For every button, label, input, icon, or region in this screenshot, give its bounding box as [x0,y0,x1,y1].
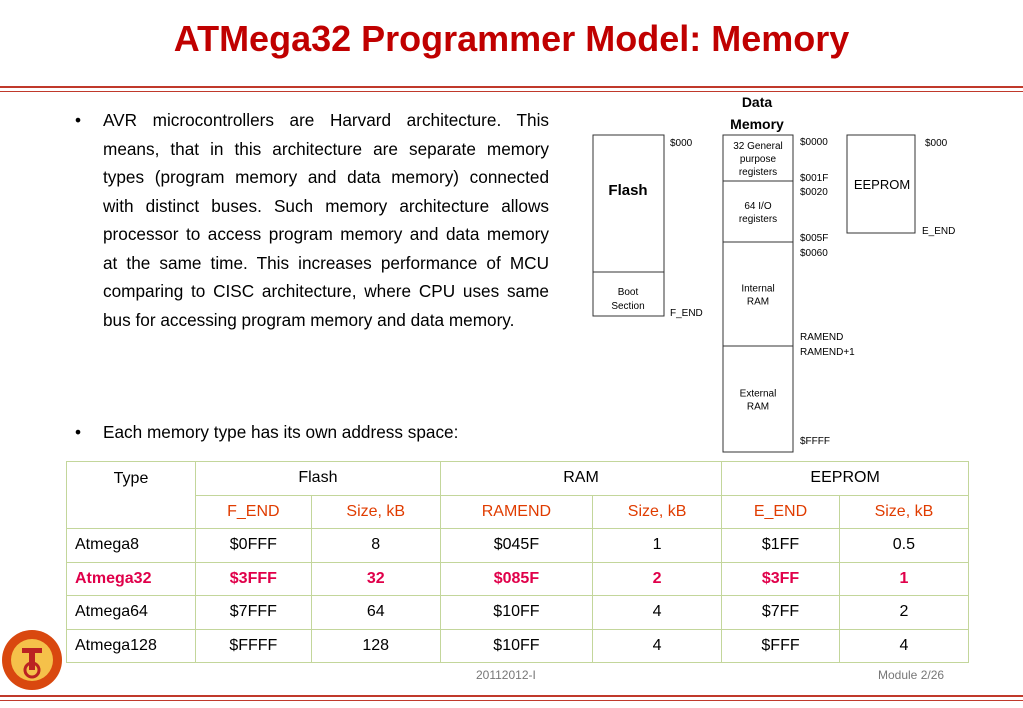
table-cell: F_END [195,494,312,529]
table-cell: EEPROM [721,461,969,496]
table-cell: 4 [592,595,723,630]
diagram-label: Memory [730,116,784,132]
rule [0,91,1023,92]
table-cell: 4 [838,628,970,663]
table-row: F_END Size, kB RAMEND Size, kB E_END Size, kB [67,494,970,529]
table-cell: Flash [195,461,441,496]
diagram-label: $001F [800,173,828,184]
table-cell: RAMEND [439,494,594,529]
table-cell: RAM [439,461,723,496]
footer-right: Module 2/26 [878,668,945,682]
table-cell: Type [66,461,196,529]
table-cell: 128 [310,628,441,663]
diagram-label: registers [739,167,777,178]
table-cell: Size, kB [310,494,441,529]
table-cell: 2 [838,595,970,630]
table-cell: $7FFF [195,595,312,630]
table-row: Atmega32 $3FFF 32 $085F 2 $3FF 1 [66,561,970,596]
title: ATMega32 Programmer Model: Memory [173,18,850,59]
bullet-text: AVR microcontrollers are Harvard archite… [103,110,549,330]
footer-center: 20112012-I [476,668,536,682]
table-cell: 0.5 [838,528,970,563]
diagram-label: External [740,389,777,400]
diagram-label: $000 [670,138,693,149]
table-cell: 32 [310,561,441,596]
diagram-label: Section [611,301,644,312]
table-cell: 1 [592,528,723,563]
rule [0,700,1023,701]
diagram-label: purpose [740,154,777,165]
table-cell: 1 [838,561,970,596]
diagram-label: $0020 [800,187,828,198]
diagram-label: Data [742,94,773,110]
diagram-label: RAMEND [800,332,843,343]
table-cell: Atmega8 [66,528,196,563]
table-cell: 64 [310,595,441,630]
table-row: Atmega128 $FFFF 128 $10FF 4 $FFF 4 [66,628,970,663]
diagram-label: Boot [618,287,639,298]
table-cell: $045F [439,528,594,563]
diagram-label: $000 [925,138,948,149]
diagram-label: registers [739,214,777,225]
table-cell: $3FF [721,561,840,596]
diagram-label: $0060 [800,248,828,259]
table-cell: E_END [721,494,840,529]
table-cell: Atmega32 [66,561,196,596]
memory-table: Type Flash RAM EEPROM F_END Size, kB RAMEND Siz… [66,461,970,663]
table-cell: 8 [310,528,441,563]
diagram-label: $005F [800,233,828,244]
table-cell: $FFFF [195,628,312,663]
table-cell: $10FF [439,595,594,630]
table-row: Atmega8 $0FFF 8 $045F 1 $1FF 0.5 [66,528,970,563]
diagram-label: 32 General [733,141,782,152]
table-cell: Atmega128 [66,628,196,663]
bullet-text: Each memory type has its own address spa… [103,422,459,442]
diagram-label: $FFFF [800,436,830,447]
table-cell: $10FF [439,628,594,663]
table-cell: Size, kB [592,494,723,529]
table-cell: 2 [592,561,723,596]
table-cell: Size, kB [838,494,970,529]
diagram-label: Flash [608,182,647,199]
rule [0,695,1023,697]
table-cell: $FFF [721,628,840,663]
table-cell: $085F [439,561,594,596]
diagram-label: $0000 [800,137,828,148]
table-cell: Atmega64 [66,595,196,630]
bullet: • AVR microcontrollers are Harvard archit… [75,106,549,334]
diagram-label: Internal [741,284,774,295]
diagram-label: RAM [747,297,769,308]
logo [2,630,62,690]
diagram-label: RAMEND+1 [800,347,855,358]
table-row: Atmega64 $7FFF 64 $10FF 4 $7FF 2 [66,595,970,630]
diagram-label: 64 I/O [744,201,771,212]
table-cell: $1FF [721,528,840,563]
diagram-label: E_END [922,226,955,237]
table-cell: 4 [592,628,723,663]
table-row: Type Flash RAM EEPROM [66,461,969,529]
table-cell: $0FFF [195,528,312,563]
diagram-label: EEPROM [854,177,910,192]
rule [0,86,1023,88]
table-cell: $7FF [721,595,840,630]
table-cell: $3FFF [195,561,312,596]
bullet: • Each memory type has its own address sp… [75,418,549,447]
diagram-label: F_END [670,308,703,319]
diagram-label: RAM [747,402,769,413]
